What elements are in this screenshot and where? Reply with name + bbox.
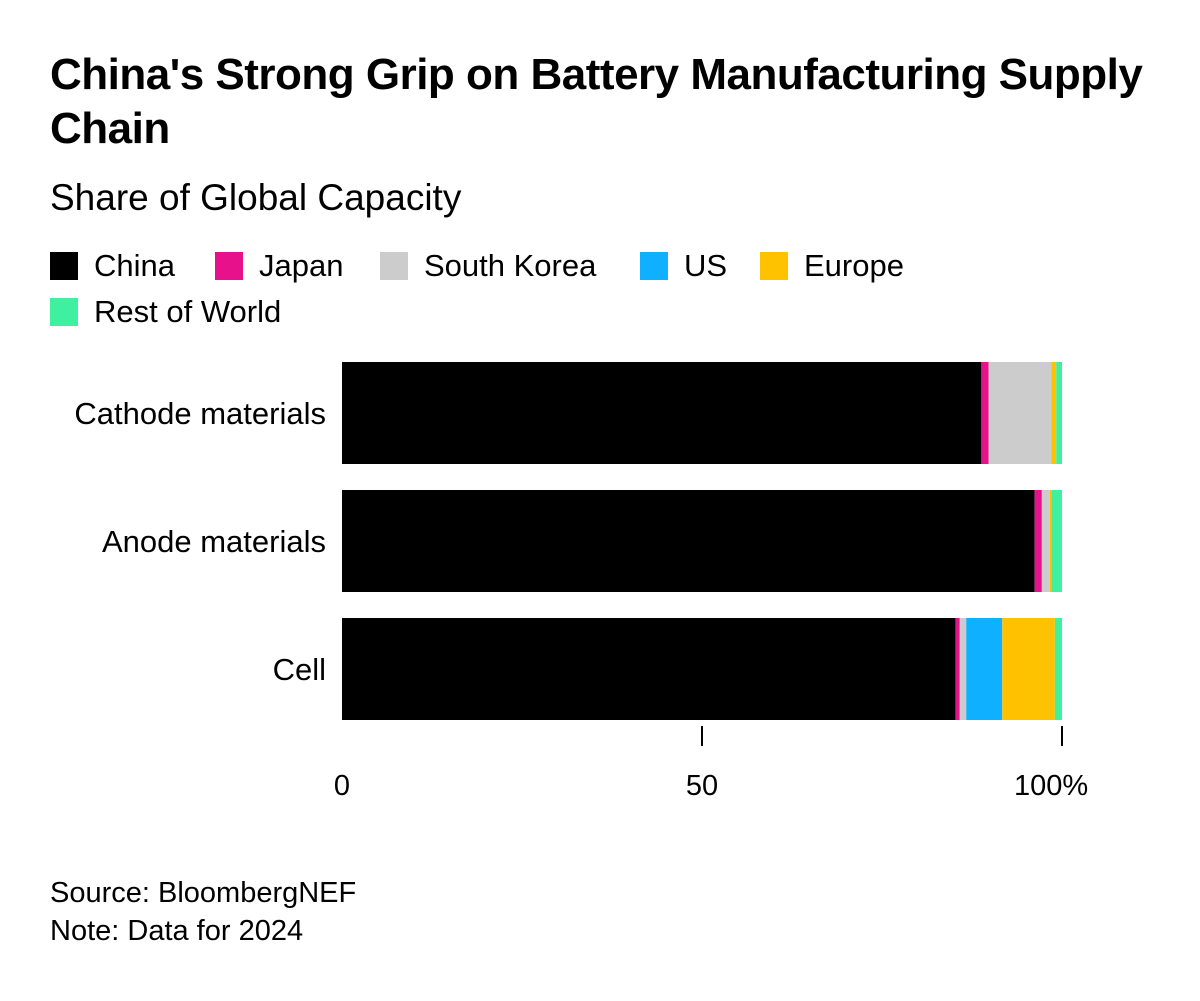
category-label-cell: Cell xyxy=(273,652,326,687)
bar-anode-materials-rest-of-world xyxy=(1051,490,1062,592)
data-note: Note: Data for 2024 xyxy=(50,915,304,947)
bar-anode-materials-japan xyxy=(1034,490,1042,592)
legend-label-europe: Europe xyxy=(804,248,904,283)
x-axis: 0 50 100% xyxy=(334,726,1088,802)
legend: China Japan South Korea US Europe Rest o… xyxy=(50,244,1050,336)
legend-swatch-us xyxy=(640,252,668,280)
legend-swatch-china xyxy=(50,252,78,280)
bar-cell-japan xyxy=(955,618,960,720)
legend-label-rest-of-world: Rest of World xyxy=(94,294,282,329)
category-label-cathode-materials: Cathode materials xyxy=(74,396,326,431)
bar-cathode-materials-rest-of-world xyxy=(1056,362,1062,464)
legend-swatch-japan xyxy=(215,252,243,280)
bar-cathode-materials-japan xyxy=(981,362,989,464)
bar-anode-materials-south-korea xyxy=(1041,490,1050,592)
x-tick-label-0: 0 xyxy=(334,770,350,802)
legend-swatch-rest-of-world xyxy=(50,298,78,326)
legend-item-south-korea: South Korea xyxy=(380,244,596,288)
category-label-anode-materials: Anode materials xyxy=(102,524,326,559)
legend-swatch-europe xyxy=(760,252,788,280)
bar-cell-us xyxy=(966,618,1003,720)
footer: Source: BloombergNEF Note: Data for 2024 xyxy=(50,874,356,950)
source-note: Source: BloombergNEF xyxy=(50,877,357,909)
bar-cathode-materials-europe xyxy=(1051,362,1057,464)
x-tick-label-50: 50 xyxy=(686,770,718,802)
legend-item-japan: Japan xyxy=(215,244,343,288)
bar-cell-europe xyxy=(1002,618,1055,720)
bar-anode-materials-china xyxy=(342,490,1035,592)
bar-cell-south-korea xyxy=(959,618,967,720)
bar-cell-china xyxy=(342,618,956,720)
bar-cathode-materials-south-korea xyxy=(988,362,1052,464)
chart-subtitle: Share of Global Capacity xyxy=(50,177,462,218)
bar-anode-materials-europe xyxy=(1049,490,1052,592)
chart-title: China's Strong Grip on Battery Manufactu… xyxy=(50,50,1143,153)
legend-item-china: China xyxy=(50,244,175,288)
legend-label-south-korea: South Korea xyxy=(424,248,597,283)
legend-item-rest-of-world: Rest of World xyxy=(50,290,281,334)
x-tick-label-100: 100% xyxy=(1014,770,1088,802)
bar-cell-rest-of-world xyxy=(1054,618,1062,720)
legend-label-us: US xyxy=(684,248,728,283)
bar-cathode-materials-china xyxy=(342,362,982,464)
stacked-bar-chart: Cathode materials Anode materials Cell 0 50… xyxy=(74,362,1088,802)
category-labels: Cathode materials Anode materials Cell xyxy=(74,396,326,687)
legend-item-us: US xyxy=(640,244,727,288)
legend-item-europe: Europe xyxy=(760,244,904,288)
bar-group xyxy=(342,362,1062,720)
legend-label-china: China xyxy=(94,248,175,283)
legend-swatch-south-korea xyxy=(380,252,408,280)
legend-label-japan: Japan xyxy=(259,248,344,283)
